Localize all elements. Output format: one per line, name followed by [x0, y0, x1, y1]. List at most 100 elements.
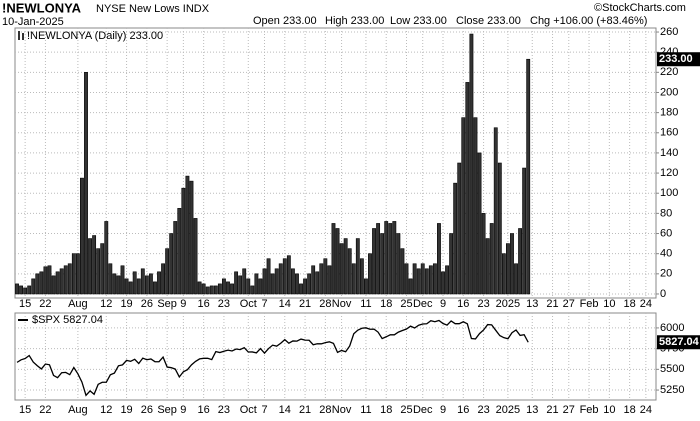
bar [23, 287, 28, 295]
bar [493, 127, 498, 295]
bar [242, 268, 247, 295]
x-tick-label: 9 [180, 404, 186, 416]
x-tick-label: 2025 [496, 298, 520, 310]
x-tick-label: 12 [100, 404, 112, 416]
bar [39, 271, 44, 295]
x-tick-label: 9 [180, 298, 186, 310]
bar [278, 263, 283, 295]
bar [351, 263, 356, 295]
bar [197, 281, 202, 295]
ohlc-change: Chg +106.00 (+83.46%) [530, 15, 647, 27]
x-tick-label: Sep [157, 404, 177, 416]
bar [501, 253, 506, 295]
bar [526, 58, 531, 295]
bar [428, 265, 433, 295]
bar [116, 275, 121, 295]
x-tick-label: 9 [440, 298, 446, 310]
bar [254, 273, 259, 295]
bar [100, 243, 105, 295]
bar [384, 221, 389, 295]
x-tick-label: Nov [332, 298, 352, 310]
bar [157, 271, 161, 295]
x-tick-label: Nov [332, 404, 352, 416]
bar [193, 218, 198, 295]
bar [108, 263, 113, 295]
bar [311, 265, 316, 295]
x-tick-label: 18 [624, 298, 636, 310]
bar [299, 283, 303, 295]
bar [408, 278, 413, 295]
bar [282, 258, 287, 295]
bar [286, 255, 291, 295]
x-tick-label: Oct [240, 404, 257, 416]
x-tick-label: Aug [68, 298, 88, 310]
bar [234, 271, 239, 295]
x-tick-label: 22 [39, 298, 51, 310]
bar [96, 248, 101, 295]
bar [112, 273, 117, 295]
y-tick-label: 220 [660, 66, 678, 78]
last-value-box [657, 335, 700, 350]
bar [355, 238, 360, 295]
y-tick-label: 40 [660, 248, 672, 260]
bar [400, 248, 405, 295]
x-tick-label: 23 [218, 298, 230, 310]
x-tick-label: 11 [360, 298, 371, 310]
bar [315, 271, 320, 295]
bar [420, 263, 425, 295]
x-tick-label: 27 [563, 298, 575, 310]
x-tick-label: Dec [413, 404, 433, 416]
bar [177, 208, 182, 295]
bar [445, 265, 449, 295]
x-tick-label: 24 [640, 298, 652, 310]
x-tick-label: 12 [100, 298, 112, 310]
bar [453, 182, 458, 295]
x-tick-label: Feb [580, 404, 599, 416]
bar [497, 162, 502, 295]
ohlc-high: High 233.00 [325, 15, 384, 27]
x-tick-label: 16 [198, 404, 210, 416]
bar [359, 258, 364, 295]
bar [71, 253, 76, 295]
bar [347, 248, 352, 295]
x-tick-label: 24 [640, 404, 652, 416]
bar [230, 283, 234, 295]
x-tick-label: 19 [120, 298, 132, 310]
last-value-tag: 233.00 [657, 52, 700, 67]
bar [469, 33, 474, 295]
bar [201, 283, 206, 295]
bar [518, 228, 523, 295]
x-tick-label: 9 [440, 404, 446, 416]
panel-frame [14, 27, 657, 299]
price-line [16, 319, 529, 397]
x-tick-label: 13 [526, 404, 538, 416]
bar [63, 265, 68, 295]
bar [80, 177, 84, 295]
bar [505, 243, 510, 295]
bar [169, 233, 174, 295]
bar [153, 281, 157, 295]
bar [104, 221, 109, 295]
bar [437, 223, 441, 295]
x-tick-label: 16 [457, 404, 469, 416]
bar [323, 258, 328, 295]
bar [510, 233, 514, 295]
x-tick-label: 10 [603, 298, 615, 310]
y-tick-label: 200 [660, 86, 678, 98]
x-tick-label: 14 [279, 298, 291, 310]
y-tick-label: 180 [660, 107, 678, 119]
x-tick-label: 21 [546, 404, 558, 416]
x-tick-label: Feb [580, 298, 599, 310]
bar [173, 221, 178, 295]
bar [412, 263, 417, 295]
bar [136, 278, 141, 295]
bar [43, 266, 48, 295]
bar [424, 268, 429, 295]
last-value-label: 5827.04 [659, 336, 700, 348]
bar [27, 285, 32, 295]
y-tick-label: 5500 [660, 363, 684, 375]
bar [514, 263, 518, 295]
ohlc-close: Close 233.00 [456, 15, 521, 27]
bar [47, 265, 52, 295]
